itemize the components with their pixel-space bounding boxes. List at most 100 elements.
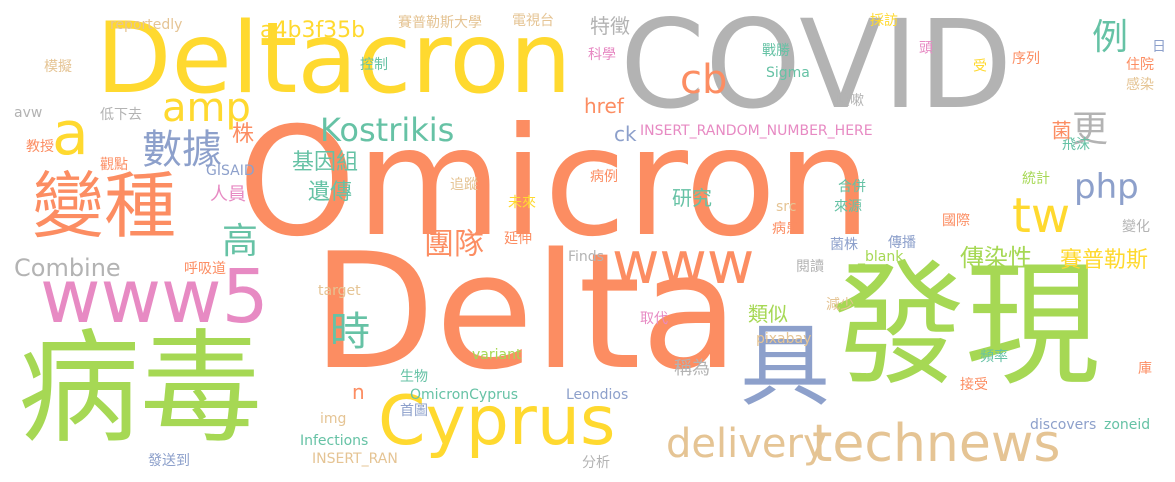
word: reportedly bbox=[110, 17, 183, 33]
word: 賽普勒斯 bbox=[1060, 248, 1149, 273]
word: 生物 bbox=[400, 369, 428, 385]
word: GISAID bbox=[206, 163, 255, 179]
word: COVID bbox=[620, 0, 1013, 136]
word: 減少 bbox=[826, 297, 854, 313]
word: 病毒 bbox=[18, 318, 262, 460]
word: 菌 bbox=[1048, 120, 1072, 140]
word: Deltacron bbox=[96, 2, 572, 116]
word: Leondios bbox=[566, 387, 629, 403]
word: 咳嗽 bbox=[836, 93, 864, 109]
word: 未來 bbox=[508, 195, 536, 211]
word: 控制 bbox=[360, 57, 388, 73]
word: 採訪 bbox=[870, 13, 898, 29]
word: 教授 bbox=[26, 139, 54, 155]
word: Sigma bbox=[766, 65, 810, 81]
word: Kostrikis bbox=[320, 111, 455, 149]
word: 菌株 bbox=[830, 237, 858, 253]
word: 電視台 bbox=[512, 13, 554, 29]
word: 高 bbox=[222, 221, 259, 262]
word: 感染 bbox=[1126, 77, 1154, 93]
word: 變種 bbox=[32, 164, 177, 248]
word: avw bbox=[14, 105, 43, 121]
word: _blank bbox=[858, 249, 904, 265]
word: 模擬 bbox=[44, 59, 72, 75]
word: Cyprus bbox=[378, 382, 616, 461]
word: 人員 bbox=[210, 184, 246, 205]
word: 團隊 bbox=[424, 227, 484, 262]
word: 傳播 bbox=[888, 235, 916, 251]
word: www5 bbox=[40, 254, 269, 340]
word: 呼吸道 bbox=[184, 261, 226, 277]
word: 特徵 bbox=[590, 14, 630, 38]
word: php bbox=[1074, 167, 1139, 207]
word: 發送到 bbox=[148, 453, 190, 469]
word: Combine bbox=[14, 254, 121, 282]
word: 低下去 bbox=[100, 107, 142, 123]
word: 研究 bbox=[672, 186, 712, 210]
word: 庫 bbox=[1138, 361, 1152, 377]
word: href bbox=[584, 94, 624, 118]
word: 受 bbox=[971, 58, 987, 72]
word: ck bbox=[614, 122, 637, 146]
word: discovers bbox=[1030, 417, 1097, 433]
word: 戰勝 bbox=[762, 43, 790, 59]
word: amp bbox=[162, 85, 251, 131]
word: 來源 bbox=[834, 199, 862, 215]
word: 株 bbox=[232, 122, 255, 147]
word: 時 bbox=[330, 309, 370, 355]
word: 傳染性 bbox=[960, 244, 1032, 272]
word: www bbox=[612, 229, 755, 297]
word: 發現 bbox=[830, 247, 1100, 404]
word: 病例 bbox=[590, 169, 618, 185]
word: Omicron bbox=[238, 96, 872, 270]
word: 更 bbox=[1072, 109, 1109, 150]
word: cb bbox=[680, 57, 728, 103]
word: 延伸 bbox=[504, 231, 532, 247]
word: INSERT_RAN bbox=[312, 451, 398, 467]
word: Delta bbox=[312, 218, 739, 405]
word: src bbox=[776, 199, 797, 215]
word: 類似 bbox=[748, 302, 788, 326]
word: 國際 bbox=[942, 213, 970, 229]
word: Finds bbox=[568, 249, 604, 265]
word: zoneid bbox=[1104, 417, 1151, 433]
word: OmicronCyprus bbox=[410, 387, 519, 403]
word: 科學 bbox=[588, 47, 616, 63]
word: img bbox=[320, 411, 347, 427]
word: 統計 bbox=[1022, 171, 1050, 187]
word: a bbox=[52, 99, 89, 169]
word: n bbox=[352, 380, 365, 404]
word: 遺傳 bbox=[308, 180, 353, 205]
word: 合併 bbox=[838, 179, 866, 195]
word: 數據 bbox=[142, 127, 222, 173]
word: 賽普勒斯大學 bbox=[398, 15, 482, 31]
word: 首圖 bbox=[400, 403, 428, 419]
word: delivery bbox=[666, 421, 827, 467]
word: Infections bbox=[300, 433, 369, 449]
word: 變化 bbox=[1122, 219, 1150, 235]
word: 頭 bbox=[917, 40, 933, 54]
word: target bbox=[318, 283, 361, 299]
word: 住院 bbox=[1126, 57, 1154, 73]
word: tw bbox=[1012, 188, 1071, 244]
word: 飛沫 bbox=[1062, 137, 1090, 153]
word: 基因組 bbox=[292, 150, 359, 175]
word: variant bbox=[472, 347, 522, 363]
word: 取代 bbox=[640, 311, 668, 327]
word: 具 bbox=[740, 314, 830, 419]
word: 追蹤 bbox=[450, 177, 478, 193]
word: 序列 bbox=[1012, 51, 1040, 67]
word: technews bbox=[812, 414, 1061, 474]
word: 分析 bbox=[582, 455, 610, 471]
word: INSERT_RANDOM_NUMBER_HERE bbox=[640, 123, 873, 139]
word: 閱讀 bbox=[796, 259, 824, 275]
word: 例 bbox=[1092, 17, 1129, 58]
word: 稱為 bbox=[674, 358, 710, 379]
word: 日 bbox=[1152, 39, 1166, 55]
word: 觀點 bbox=[100, 157, 128, 173]
word: a4b3f35b bbox=[260, 18, 366, 43]
word: 頻率 bbox=[980, 349, 1008, 365]
word: pixabay bbox=[756, 331, 812, 347]
word: 接受 bbox=[960, 377, 988, 393]
